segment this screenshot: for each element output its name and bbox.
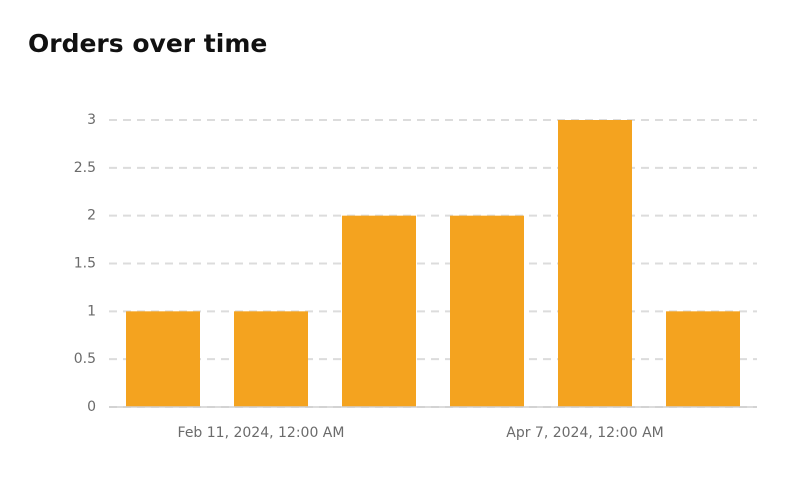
bar: [234, 311, 308, 407]
x-tick-label: Feb 11, 2024, 12:00 AM: [178, 425, 345, 441]
bar: [558, 120, 632, 407]
bar: [342, 215, 416, 407]
bar: [450, 215, 524, 407]
y-tick-label: 1: [87, 303, 96, 319]
y-tick-label: 0.5: [74, 351, 96, 367]
y-tick-label: 2: [87, 208, 96, 224]
y-tick-label: 1.5: [74, 256, 96, 272]
y-tick-label: 0: [87, 399, 96, 415]
bar: [666, 311, 740, 407]
bar: [126, 311, 200, 407]
chart-title: Orders over time: [28, 29, 267, 58]
y-tick-label: 2.5: [74, 160, 96, 176]
y-tick-label: 3: [87, 112, 96, 128]
x-tick-label: Apr 7, 2024, 12:00 AM: [506, 425, 663, 441]
